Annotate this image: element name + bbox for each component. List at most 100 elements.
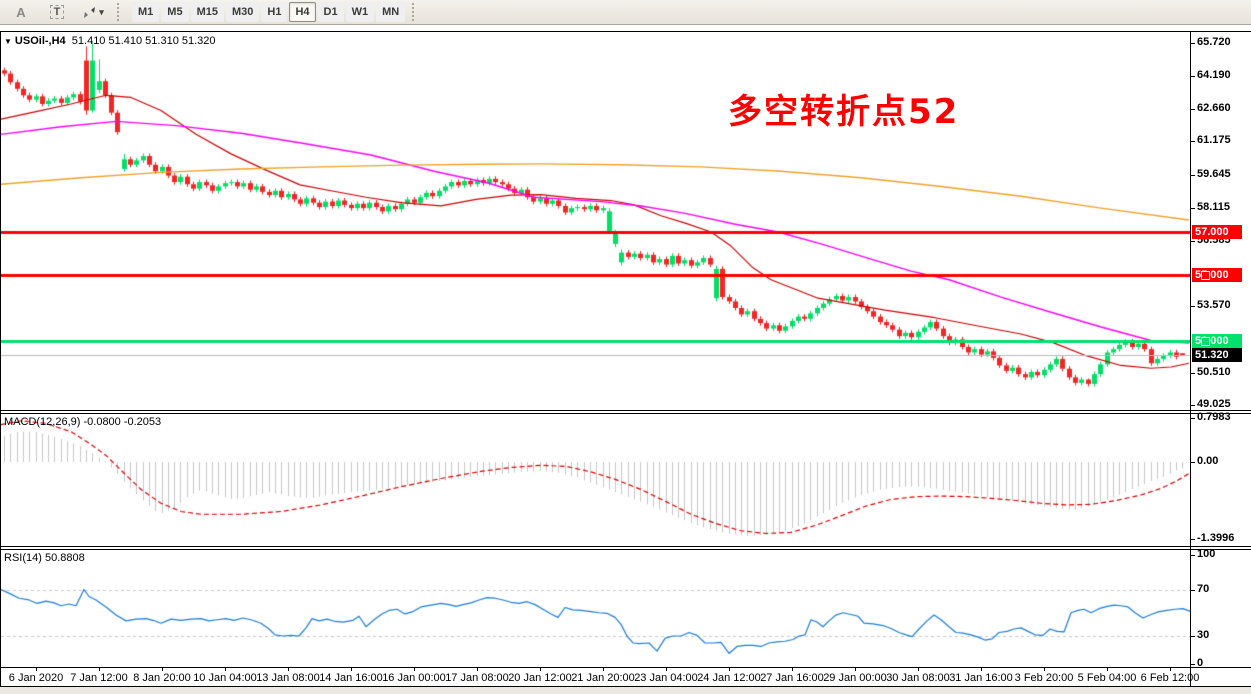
price-axis-label: 58.115 <box>1197 200 1231 213</box>
time-axis-tick <box>792 667 793 671</box>
time-axis-tick <box>540 667 541 671</box>
price-axis-label: 65.720 <box>1197 35 1231 48</box>
timeframe-button-mn[interactable]: MN <box>376 2 406 22</box>
rsi-axis-tick <box>1190 555 1195 556</box>
timeframe-button-h4[interactable]: H4 <box>289 2 316 22</box>
price-axis-tick <box>1190 373 1195 374</box>
price-level-label[interactable]: 51.320 <box>1192 348 1242 363</box>
price-chart-canvas[interactable] <box>1 32 1191 410</box>
time-axis-tick <box>99 667 100 671</box>
price-axis-label: 49.025 <box>1197 398 1231 411</box>
timeframe-button-m1[interactable]: M1 <box>132 2 160 22</box>
rsi-panel-top-border[interactable] <box>0 549 1251 550</box>
price-level-label[interactable]: 55.000 <box>1192 268 1242 283</box>
time-axis-label: 7 Jan 12:00 <box>70 672 128 684</box>
bottom-strip <box>0 687 1251 694</box>
time-axis-tick <box>36 667 37 671</box>
toolbar: A T ▾ M1 M5 M15 M30 H1 H4 D1 W1 MN <box>0 0 1251 25</box>
toolbar-separator <box>412 3 420 21</box>
price-level-label[interactable]: 52.000 <box>1192 333 1242 348</box>
rsi-axis-tick <box>1190 590 1195 591</box>
chart-left-border <box>0 31 1 687</box>
price-axis-tick <box>1190 141 1195 142</box>
chart-text-annotation[interactable]: 多空转折点52 <box>728 92 960 132</box>
text-tool-button[interactable]: T <box>40 1 74 23</box>
price-axis-label: 59.645 <box>1197 167 1231 180</box>
timeframe-button-m5[interactable]: M5 <box>161 2 189 22</box>
macd-panel-top-border[interactable] <box>0 413 1251 414</box>
drawing-tools-button[interactable]: ▾ <box>76 1 110 23</box>
time-axis-tick <box>162 667 163 671</box>
time-axis-label: 5 Feb 04:00 <box>1077 672 1137 684</box>
macd-axis-tick <box>1190 418 1195 419</box>
time-axis-label: 20 Jan 12:00 <box>508 672 572 684</box>
time-axis-label: 31 Jan 16:00 <box>949 672 1013 684</box>
arrow-tool-button[interactable]: A <box>16 4 26 20</box>
time-axis-tick <box>477 667 478 671</box>
time-axis-tick <box>855 667 856 671</box>
macd-name: MACD(12,26,9) <box>4 416 81 428</box>
time-axis-tick <box>918 667 919 671</box>
price-axis-tick <box>1190 306 1195 307</box>
timeframe-button-h1[interactable]: H1 <box>261 2 288 22</box>
rsi-axis-label: 70 <box>1197 582 1210 595</box>
rsi-axis-label: 30 <box>1197 629 1210 641</box>
timeframe-button-m15[interactable]: M15 <box>190 2 224 22</box>
timeframe-button-m30[interactable]: M30 <box>225 2 260 22</box>
price-axis-tick <box>1190 109 1195 110</box>
rsi-value: 50.8808 <box>44 552 85 564</box>
price-axis-tick <box>1190 175 1195 176</box>
time-axis-tick <box>414 667 415 671</box>
rsi-panel-canvas[interactable] <box>1 549 1191 667</box>
price-axis-label: 62.660 <box>1197 102 1231 115</box>
timeframe-button-d1[interactable]: D1 <box>317 2 344 22</box>
macd-axis-tick <box>1190 539 1195 540</box>
price-axis-tick <box>1190 208 1195 209</box>
time-axis-tick <box>981 667 982 671</box>
rsi-indicator-label: RSI(14) 50.8808 <box>4 552 85 564</box>
time-axis-label: 17 Jan 08:00 <box>445 672 509 684</box>
macd-axis-tick <box>1190 462 1195 463</box>
rsi-axis-label: 100 <box>1197 547 1216 560</box>
time-axis-label: 8 Jan 20:00 <box>133 672 191 684</box>
hline-drag-handle[interactable] <box>1201 336 1210 346</box>
rsi-axis-label: 0 <box>1197 657 1204 669</box>
macd-panel-canvas[interactable] <box>1 413 1191 546</box>
text-tool-icon: T <box>49 5 65 19</box>
time-axis-label: 21 Jan 20:00 <box>571 672 635 684</box>
price-level-label[interactable]: 57.000 <box>1192 225 1242 239</box>
chart-top-border <box>0 31 1251 32</box>
dropdown-caret-icon: ▾ <box>99 6 104 17</box>
time-axis-label: 24 Jan 12:00 <box>697 672 761 684</box>
price-axis-tick <box>1190 76 1195 77</box>
main-panel-bottom-border[interactable] <box>0 410 1251 411</box>
macd-panel-bottom-border[interactable] <box>0 546 1251 547</box>
time-axis-tick <box>729 667 730 671</box>
symbol-ohlc-label: ▼ USOil-,H4 51.410 51.410 51.310 51.320 <box>4 35 216 47</box>
time-axis-tick <box>666 667 667 671</box>
price-axis-border <box>1190 31 1191 687</box>
time-axis-label: 6 Jan 2020 <box>8 672 64 684</box>
time-axis-tick <box>351 667 352 671</box>
price-axis-label: 64.190 <box>1197 68 1231 81</box>
time-axis-bottom-border <box>0 686 1251 687</box>
price-axis-tick <box>1190 43 1195 44</box>
toolbar-separator <box>117 3 125 21</box>
price-axis-tick <box>1190 405 1195 406</box>
macd-axis-label: -1.3996 <box>1197 531 1235 544</box>
ohlc-values: 51.410 51.410 51.310 51.320 <box>71 35 216 47</box>
time-axis-tick <box>288 667 289 671</box>
price-axis-label: 61.175 <box>1197 134 1231 147</box>
macd-axis-label: 0.7983 <box>1197 411 1231 424</box>
rsi-axis-tick <box>1190 636 1195 637</box>
time-axis-label: 3 Feb 20:00 <box>1014 672 1074 684</box>
time-axis-label: 23 Jan 04:00 <box>634 672 698 684</box>
macd-values: -0.0800 -0.2053 <box>83 416 162 428</box>
time-axis-label: 30 Jan 08:00 <box>886 672 950 684</box>
timeframe-button-w1[interactable]: W1 <box>345 2 375 22</box>
hline-drag-handle[interactable] <box>1201 271 1210 281</box>
time-axis-label: 13 Jan 08:00 <box>256 672 320 684</box>
time-axis-label: 29 Jan 00:00 <box>823 672 887 684</box>
time-axis-tick <box>1107 667 1108 671</box>
